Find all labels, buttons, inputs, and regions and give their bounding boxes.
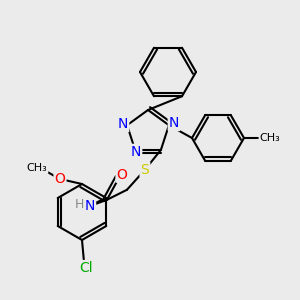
Text: O: O: [116, 168, 128, 182]
Text: CH₃: CH₃: [260, 133, 280, 143]
Text: N: N: [131, 145, 141, 159]
Text: O: O: [55, 172, 65, 186]
Text: S: S: [141, 163, 149, 177]
Text: N: N: [85, 199, 95, 213]
Text: N: N: [169, 116, 179, 130]
Text: H: H: [75, 198, 85, 211]
Text: CH₃: CH₃: [27, 163, 47, 173]
Text: Cl: Cl: [79, 261, 93, 275]
Text: N: N: [118, 117, 128, 131]
